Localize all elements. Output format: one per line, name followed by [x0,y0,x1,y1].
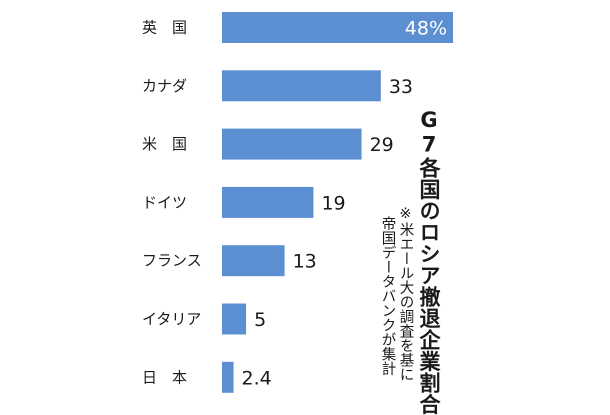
category-label-4: フランス [142,252,202,270]
bar-3 [222,186,314,218]
value-label-5: 5 [254,309,266,331]
source-note-line-2: 帝国データバンクが集計 [379,216,396,376]
bar-6 [222,361,234,393]
value-label-1: 33 [389,76,413,98]
category-label-5: イタリア [142,310,201,328]
source-note-line-1: ※米エール大の調査を基に [397,206,414,382]
category-label-2: 米 国 [142,135,187,153]
chart-root: 英 国 48% カナダ 33 米 国 29 ドイツ 19 フランス 13 イタリア 5 日 本 2.4 G… [142,12,453,415]
value-label-3: 19 [321,192,345,214]
bar-chart: 英 国 48% カナダ 33 米 国 29 ドイツ 19 フランス 13 イタリア 5 日 本 2.4 [142,12,453,393]
value-label-6: 2.4 [242,367,272,389]
value-label-2: 29 [370,134,394,156]
chart-title: G7各国のロシア撤退企業割合 [417,108,441,415]
category-label-6: 日 本 [142,368,187,386]
category-label-1: カナダ [142,77,187,95]
category-label-3: ドイツ [142,193,187,211]
bar-0 [222,12,453,43]
value-label-4: 13 [293,251,317,273]
value-label-0: 48% [405,18,447,40]
bar-5 [222,303,247,335]
bar-4 [222,245,285,277]
bar-2 [222,128,362,160]
bar-1 [222,70,381,102]
category-label-0: 英 国 [142,19,187,37]
